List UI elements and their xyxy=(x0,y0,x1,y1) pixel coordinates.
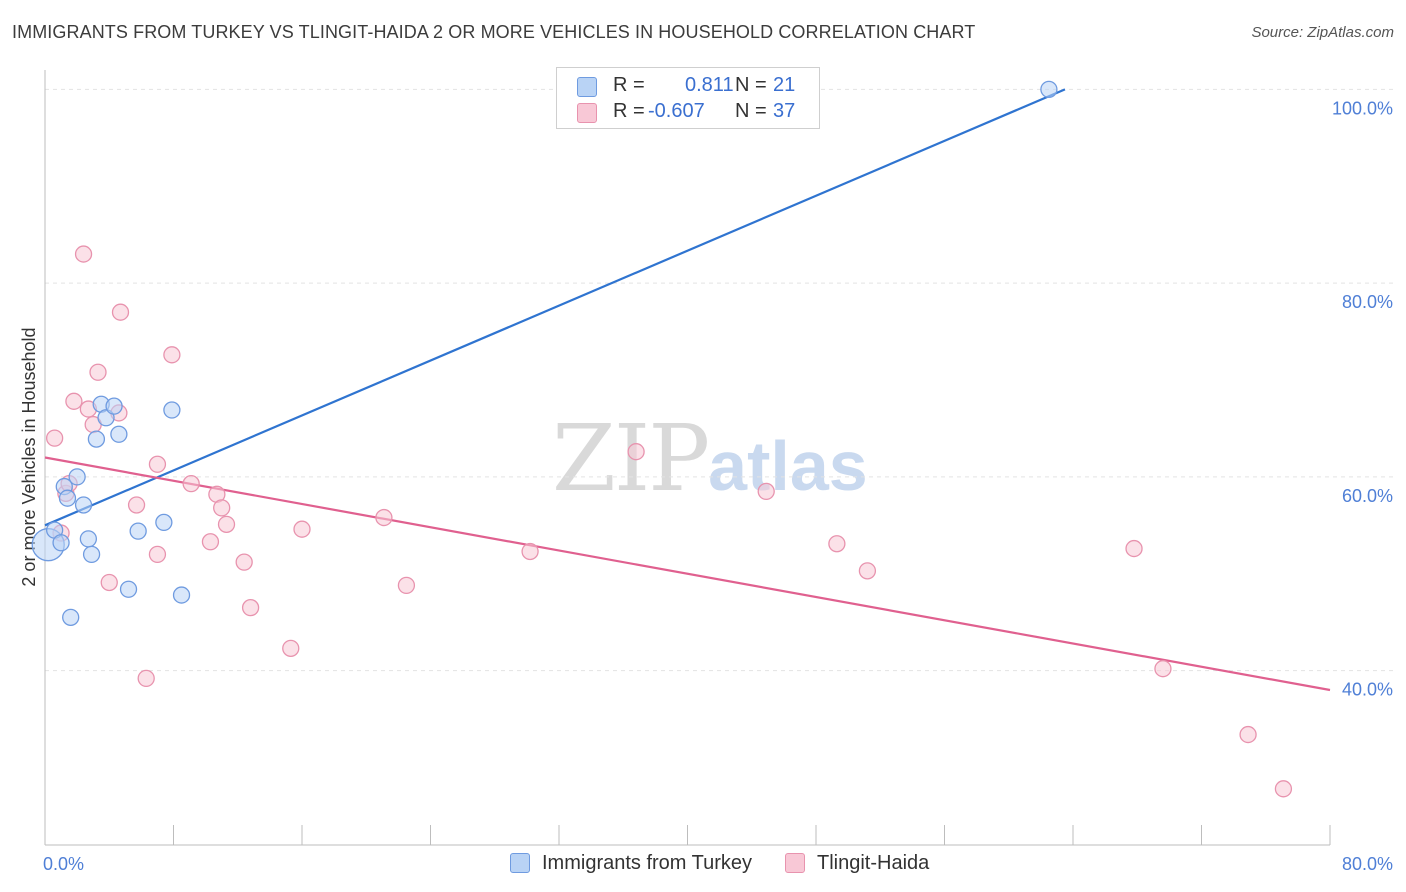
point-turkey xyxy=(68,468,86,486)
point-tlingit xyxy=(74,245,93,263)
point-tlingit xyxy=(65,392,83,410)
point-turkey xyxy=(1040,80,1058,99)
bottom-legend-swatch-pink xyxy=(785,853,805,873)
legend-r-label: R = xyxy=(613,100,645,122)
point-tlingit xyxy=(757,482,775,501)
stats-legend: R = 0.811 N = 21 R = -0.607 N = 37 xyxy=(556,67,820,129)
point-tlingit xyxy=(282,639,300,657)
point-tlingit xyxy=(127,496,146,514)
legend-swatch-blue xyxy=(577,77,597,97)
point-turkey xyxy=(62,608,80,626)
point-turkey xyxy=(52,534,70,552)
point-turkey xyxy=(163,401,181,419)
point-tlingit xyxy=(111,303,130,321)
point-tlingit xyxy=(1239,725,1257,744)
point-tlingit xyxy=(100,573,118,592)
point-tlingit xyxy=(828,535,846,553)
point-tlingit xyxy=(137,669,155,688)
x-tick-label-max: 80.0% xyxy=(1342,854,1393,874)
point-tlingit xyxy=(375,508,393,527)
y-tick-label: 100.0% xyxy=(1332,98,1393,118)
point-turkey xyxy=(172,586,191,604)
point-tlingit xyxy=(1274,780,1293,798)
point-turkey xyxy=(87,430,106,448)
point-turkey xyxy=(129,522,147,540)
point-turkey xyxy=(79,530,98,548)
bottom-legend-label: Immigrants from Turkey xyxy=(542,852,753,874)
grid-lines xyxy=(45,88,1393,672)
bottom-legend-label: Tlingit-Haida xyxy=(817,852,930,874)
legend-n-value: 37 xyxy=(773,100,796,122)
trend-line-turkey xyxy=(44,88,1066,527)
point-tlingit xyxy=(1154,660,1172,678)
data-points xyxy=(31,80,1293,798)
axes xyxy=(44,70,1330,846)
legend-swatch-pink xyxy=(577,103,597,123)
legend-r-value: -0.607 xyxy=(648,100,705,122)
point-tlingit xyxy=(1125,539,1143,558)
y-axis-label: 2 or more Vehicles in Household xyxy=(19,327,39,586)
x-tick-marks xyxy=(44,825,1331,845)
y-tick-label: 80.0% xyxy=(1342,292,1393,312)
source-credit: Source: ZipAtlas.com xyxy=(1251,24,1394,41)
bottom-legend-swatch-blue xyxy=(510,853,530,873)
trend-lines xyxy=(44,88,1331,692)
point-tlingit xyxy=(397,576,416,595)
point-turkey xyxy=(74,496,93,514)
point-tlingit xyxy=(201,533,220,551)
point-tlingit xyxy=(627,443,645,461)
point-tlingit xyxy=(293,520,311,538)
point-tlingit xyxy=(213,499,231,517)
point-tlingit xyxy=(217,515,236,533)
point-tlingit xyxy=(45,429,64,447)
legend-n-value: 21 xyxy=(773,74,796,96)
point-tlingit xyxy=(148,455,167,473)
legend-r-label: R = xyxy=(613,74,645,96)
legend-n-label: N = xyxy=(735,74,767,96)
point-tlingit xyxy=(521,542,539,561)
x-tick-label-min: 0.0% xyxy=(43,854,84,874)
point-tlingit xyxy=(182,475,200,493)
point-turkey xyxy=(58,489,77,507)
trend-line-tlingit xyxy=(44,456,1331,692)
watermark-atlas: atlas xyxy=(708,427,868,505)
point-turkey xyxy=(82,545,101,564)
point-tlingit xyxy=(148,545,167,564)
point-tlingit xyxy=(163,346,181,364)
y-tick-label: 40.0% xyxy=(1342,680,1393,700)
tick-labels: 0.0% 80.0% 40.0% 60.0% 80.0% 100.0% xyxy=(43,98,1393,874)
point-tlingit xyxy=(235,553,253,571)
point-turkey xyxy=(119,580,138,598)
y-tick-label: 60.0% xyxy=(1342,486,1393,506)
legend-n-label: N = xyxy=(735,100,767,122)
point-tlingit xyxy=(89,363,107,381)
point-tlingit xyxy=(858,562,877,580)
point-turkey xyxy=(110,425,128,443)
legend-r-value: 0.811 xyxy=(685,74,734,96)
point-turkey xyxy=(105,397,123,415)
point-tlingit xyxy=(241,599,260,617)
chart-title: IMMIGRANTS FROM TURKEY VS TLINGIT-HAIDA … xyxy=(12,22,976,42)
watermark: ZIPatlas xyxy=(552,405,868,512)
point-turkey xyxy=(155,513,173,532)
